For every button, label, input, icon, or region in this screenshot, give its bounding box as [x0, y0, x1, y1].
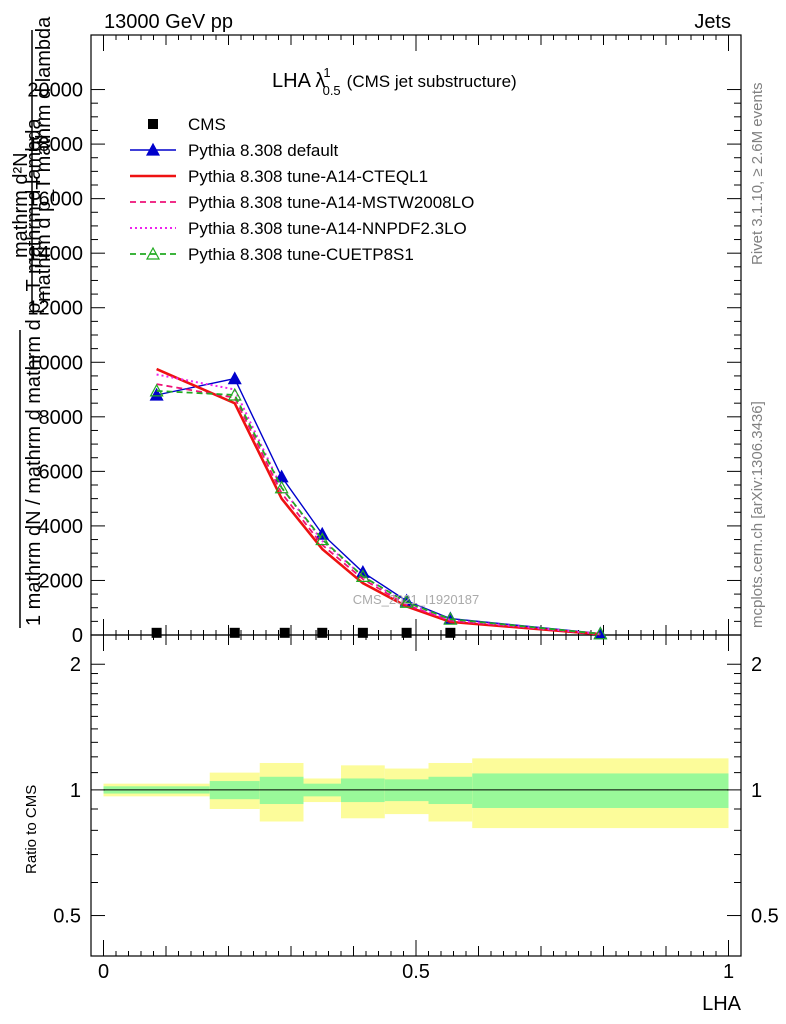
series-0-point-6 [445, 627, 456, 638]
series-0-point-3 [317, 627, 328, 638]
series-0-point-1 [229, 627, 240, 638]
rivet-label: Rivet 3.1.10, ≥ 2.6M events [749, 83, 766, 266]
ratio-xtick-label: 1 [723, 961, 734, 983]
ratio-band-inner-6 [428, 776, 473, 805]
legend-label-2: Pythia 8.308 tune-A14-CTEQL1 [188, 167, 428, 186]
upper-ylabel-denominator: mathrm d p_T mathrm d lambda [33, 16, 55, 302]
legend-label-4: Pythia 8.308 tune-A14-NNPDF2.3LO [188, 219, 467, 238]
upper-ytick-label: 2000 [39, 570, 84, 592]
ratio-ytick-label: 1 [70, 780, 81, 802]
series-1-point-1 [227, 371, 242, 385]
ratio-ylabel: Ratio to CMS [23, 785, 40, 874]
series-line-2 [156, 367, 601, 636]
plot-title-suffix: (CMS jet substructure) [347, 72, 517, 91]
series-5-point-6 [443, 611, 458, 625]
legend-marker-0 [148, 119, 158, 129]
upper-ytick-label: 14000 [27, 243, 83, 265]
upper-ylabel: mathrm d²N mathrm d p_T mathrm d lambda … [10, 16, 55, 628]
plot-title-sub: 0.5 [323, 83, 341, 98]
upper-ytick-label: 10000 [27, 352, 83, 374]
header-right: Jets [694, 11, 731, 33]
series-0-point-2 [279, 627, 290, 638]
upper-ylabel-numerator: mathrm d²N [10, 152, 32, 258]
upper-ytick-label: 20000 [27, 80, 83, 102]
legend: CMS Pythia 8.308 default Pythia 8.308 tune… [130, 115, 474, 264]
series-0-point-5 [401, 627, 412, 638]
series-5-point-1 [227, 387, 242, 401]
ratio-band-inner-7 [472, 773, 729, 808]
plot-title: LHA λ1 0.5 (CMS jet substructure) [272, 65, 517, 98]
ratio-ytick-label-right: 0.5 [751, 906, 779, 928]
series-0-point-4 [357, 627, 368, 638]
upper-ytick-label: 16000 [27, 189, 83, 211]
legend-label-0: CMS [188, 115, 226, 134]
watermark: CMS_2021_I1920187 [353, 592, 480, 607]
upper-ytick-label: 8000 [39, 407, 84, 429]
legend-label-1: Pythia 8.308 default [188, 141, 339, 160]
legend-label-3: Pythia 8.308 tune-A14-MSTW2008LO [188, 193, 474, 212]
series-5-point-7 [593, 626, 608, 640]
ratio-xlabel: LHA [702, 993, 742, 1015]
plot-title-sup: 1 [323, 65, 330, 80]
header-left: 13000 GeV pp [104, 11, 233, 33]
series-1-point-0 [149, 387, 164, 401]
series-5-point-3 [315, 532, 330, 546]
ratio-ytick-label: 0.5 [53, 906, 81, 928]
ratio-band-inner-2 [259, 776, 304, 805]
upper-ytick-label: 12000 [27, 298, 83, 320]
upper-ylabel-lower: 1 mathrm dN / mathrm d mathrm d p_T math… [23, 118, 45, 626]
curves [149, 367, 608, 640]
series-5-point-2 [274, 480, 289, 494]
ratio-xtick-label: 0 [98, 961, 109, 983]
upper-ytick-label: 18000 [27, 134, 83, 156]
plot-title-main: LHA λ [272, 70, 325, 92]
upper-ytick-label: 4000 [39, 516, 84, 538]
legend-label-5: Pythia 8.308 tune-CUETP8S1 [188, 245, 414, 264]
ratio-ytick-label: 2 [70, 654, 81, 676]
series-line-5 [156, 390, 601, 635]
ratio-ytick-label-right: 2 [751, 654, 762, 676]
series-5-point-4 [355, 569, 370, 582]
mcplots-label: mcplots.cern.ch [arXiv:1306.3436] [749, 401, 766, 628]
series-5-point-5 [399, 595, 414, 608]
series-0-point-0 [151, 627, 162, 638]
ratio-bands [103, 758, 729, 829]
legend-marker-1 [145, 142, 161, 156]
upper-ytick-label: 6000 [39, 461, 84, 483]
ratio-ytick-label-right: 1 [751, 780, 762, 802]
series-5-point-0 [149, 383, 164, 397]
legend-marker-5 [145, 246, 161, 260]
ratio-xtick-label: 0.5 [402, 961, 430, 983]
upper-ytick-label: 0 [72, 625, 83, 647]
